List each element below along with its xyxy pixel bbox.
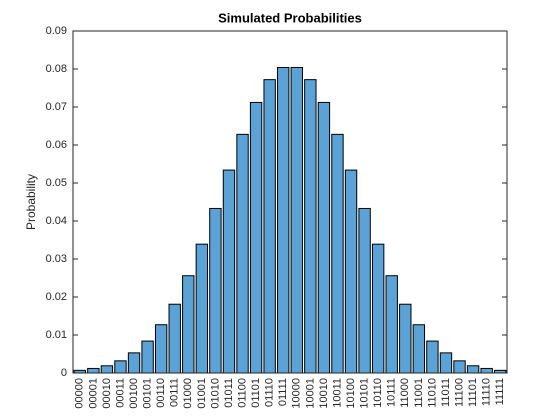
x-tick-label: 00010 [101,378,113,409]
bar [304,79,317,374]
bar [182,275,195,374]
bar [331,133,344,374]
bar [114,360,127,374]
x-tick-label: 01101 [250,378,262,408]
x-tick-label: 11110 [481,378,493,406]
bar [358,207,371,374]
x-tick-label: 10110 [372,378,384,408]
x-tick-label: 01001 [196,378,208,409]
y-axis-label: Probability [24,174,38,230]
x-tick-label: 10100 [345,378,357,409]
x-tick-label: 01110 [264,378,276,407]
x-tick-label: 01100 [236,378,248,408]
bar [344,169,358,374]
bar [466,365,480,374]
y-tick-label: 0.01 [46,329,67,341]
y-tick-label: 0.09 [46,25,67,37]
y-tick-label: 0.06 [46,139,67,151]
x-tick-label: 11001 [413,378,425,408]
x-tick-label: 01011 [223,378,235,408]
y-tick-label: 0.05 [46,177,67,189]
bar [168,303,181,374]
bar [154,324,168,374]
x-tick-label: 11111 [494,378,506,405]
y-tick-label: 0 [61,367,67,379]
x-tick-label: 01000 [182,378,194,409]
bar [195,243,209,374]
x-tick-label: 10101 [359,378,371,409]
bar [412,324,426,374]
x-tick-label: 00111 [169,378,181,407]
x-tick-label: 10111 [386,378,398,407]
x-tick-label: 10010 [318,378,330,409]
y-tick-label: 0.08 [46,63,67,75]
bar [263,79,276,374]
bar [209,207,222,374]
bar [222,169,236,374]
chart-title: Simulated Probabilities [218,10,362,25]
bar [453,360,466,374]
bar [399,303,412,374]
y-tick-label: 0.07 [46,101,67,113]
x-tick-label: 01111 [277,378,289,406]
bar [236,133,249,374]
x-tick-label: 00000 [74,378,86,409]
x-tick-label: 11100 [453,378,465,407]
y-tick-label: 0.04 [46,215,67,227]
bar [87,367,100,374]
x-tick-label: 11000 [399,378,411,408]
x-tick-label: 00101 [142,378,154,409]
x-tick-label: 00011 [114,378,126,408]
bar [290,66,303,374]
bar [141,340,154,374]
x-tick-label: 11010 [426,378,438,408]
bar [426,340,439,374]
x-tick-label: 11011 [440,378,452,407]
y-tick-label: 0.03 [46,253,67,265]
x-tick-label: 10000 [291,378,303,409]
x-tick-label: 00110 [155,378,167,408]
bar [277,66,290,374]
bar [439,352,453,374]
x-tick-label: 11101 [467,378,479,407]
bar [249,101,263,374]
bar [100,365,114,374]
x-tick-label: 00001 [87,378,99,409]
y-tick-label: 0.02 [46,291,67,303]
bar [385,275,398,374]
bar [480,367,493,374]
bar [317,101,331,374]
x-tick-label: 01010 [209,378,221,409]
x-tick-label: 10001 [304,378,316,409]
bar [127,352,141,374]
axes-box [72,30,508,374]
x-tick-label: 10011 [331,378,343,408]
bar [371,243,385,374]
x-tick-label: 00100 [128,378,140,409]
